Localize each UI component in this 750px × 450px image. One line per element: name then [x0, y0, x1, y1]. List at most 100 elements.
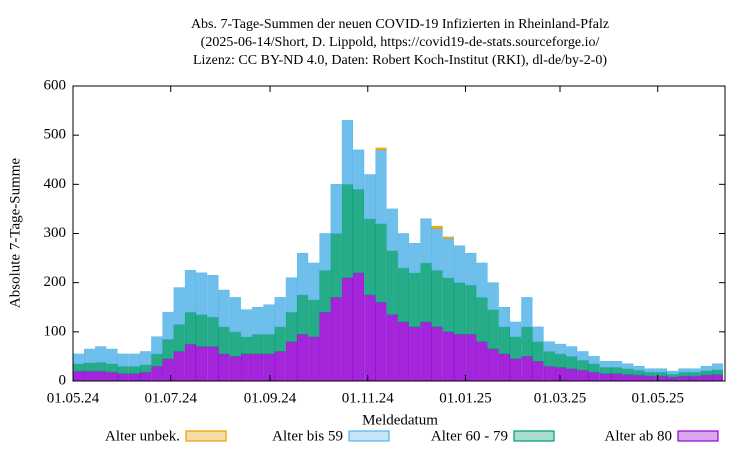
y-tick-label: 500	[44, 127, 67, 143]
bar-segment	[667, 373, 679, 378]
bar-segment	[308, 336, 320, 382]
bar-segment	[476, 297, 488, 342]
bar-segment	[420, 321, 432, 382]
bar-segment	[375, 147, 387, 151]
bar-segment	[431, 225, 443, 229]
bar-segment	[330, 297, 342, 382]
x-axis-label: Meldedatum	[362, 412, 438, 428]
bar-segment	[386, 250, 398, 315]
bar-segment	[588, 356, 600, 365]
bar-segment	[218, 326, 230, 355]
bar-segment	[442, 331, 454, 382]
bar-segment	[577, 351, 589, 361]
bar-segment	[218, 289, 230, 328]
chart-title: (2025-06-14/Short, D. Lippold, https://c…	[201, 35, 600, 50]
bar-segment	[128, 366, 140, 374]
bar-segment	[442, 238, 454, 279]
bar-segment	[274, 297, 286, 328]
bar-segment	[364, 294, 376, 382]
bar-segment	[72, 370, 84, 382]
bar-segment	[454, 334, 466, 382]
bar-segment	[577, 360, 589, 371]
legend-label: Alter bis 59	[272, 428, 343, 444]
bar-segment	[375, 302, 387, 382]
bar-segment	[442, 277, 454, 333]
bar-segment	[409, 326, 421, 382]
x-tick-label: 01.05.25	[631, 390, 684, 406]
bar-segment	[532, 361, 544, 382]
y-tick-label: 200	[44, 274, 67, 290]
bar-segment	[106, 371, 118, 382]
bar-segment	[655, 368, 667, 373]
bar-segment	[95, 346, 107, 363]
legend-label: Alter ab 80	[605, 428, 672, 444]
bar-segment	[207, 346, 219, 382]
bar-segment	[162, 338, 174, 360]
bar-segment	[487, 309, 499, 350]
bar-segment	[308, 299, 320, 337]
bar-segment	[532, 326, 544, 342]
bar-segment	[386, 208, 398, 251]
bar-segment	[465, 252, 477, 286]
bar-segment	[566, 356, 578, 369]
bar-segment	[566, 368, 578, 382]
bar-segment	[151, 366, 163, 382]
bar-segment	[554, 343, 567, 355]
bar-segment	[207, 316, 219, 347]
bar-segment	[341, 277, 353, 382]
bar-segment	[611, 373, 623, 382]
bar-segment	[611, 366, 623, 374]
bar-segment	[622, 363, 634, 369]
bar-segment	[487, 348, 499, 382]
bar-segment	[431, 228, 443, 271]
bar-segment	[364, 174, 376, 219]
bar-segment	[184, 270, 197, 313]
bar-segment	[207, 275, 219, 318]
bar-segment	[711, 363, 724, 370]
bar-segment	[173, 324, 185, 352]
bar-segment	[229, 297, 241, 333]
bar-segment	[566, 346, 578, 357]
bar-segment	[240, 309, 253, 338]
bar-segment	[454, 245, 466, 283]
bar-segment	[431, 326, 443, 382]
bar-segment	[263, 334, 275, 355]
bar-segment	[554, 353, 567, 368]
bar-segment	[263, 304, 275, 335]
bar-segment	[622, 374, 634, 382]
bar-segment	[252, 334, 264, 355]
bar-segment	[106, 363, 118, 373]
bar-segment	[72, 353, 84, 365]
bar-segment	[364, 218, 376, 296]
bar-segment	[465, 284, 477, 335]
bar-segment	[173, 287, 185, 325]
bar-segment	[543, 341, 555, 352]
bar-segment	[622, 368, 634, 375]
bar-segment	[409, 243, 421, 274]
bar-segment	[319, 233, 331, 271]
bar-segment	[487, 282, 499, 310]
bar-segment	[678, 375, 690, 382]
bar-segment	[554, 366, 567, 382]
bar-segment	[633, 369, 645, 376]
bar-segment	[308, 262, 320, 301]
bar-segment	[229, 331, 241, 357]
bar-segment	[611, 361, 623, 368]
bar-segment	[420, 262, 432, 323]
bar-segment	[229, 356, 241, 382]
y-tick-label: 600	[44, 77, 67, 93]
bar-segment	[543, 366, 555, 382]
bar-segment	[285, 311, 297, 342]
bar-segment	[667, 376, 679, 382]
bar-segment	[285, 277, 297, 313]
bar-segment	[498, 353, 510, 382]
bar-segment	[644, 368, 656, 373]
bar-segment	[599, 373, 611, 382]
x-tick-label: 01.11.24	[342, 390, 394, 406]
bar-segment	[476, 262, 488, 298]
bar-segment	[633, 374, 645, 382]
bar-segment	[330, 184, 342, 234]
bar-segment	[711, 374, 724, 382]
